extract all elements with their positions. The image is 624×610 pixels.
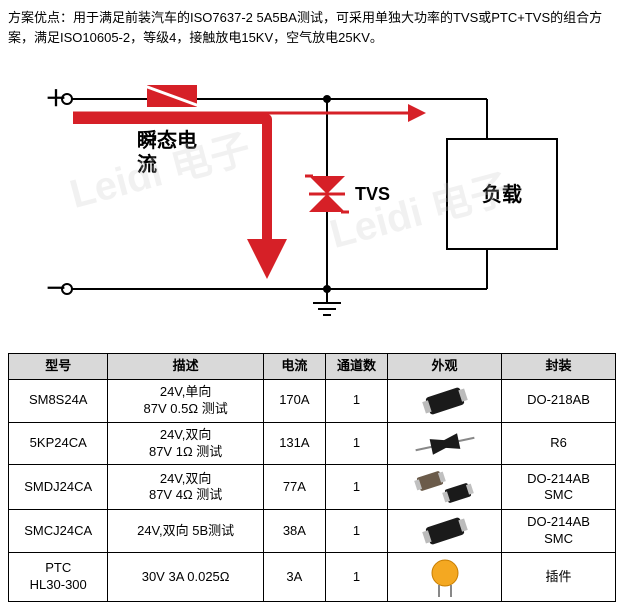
table-header: 型号描述电流通道数外观封装 [9,354,616,380]
header-text: 方案优点：用于满足前装汽车的ISO7637-2 5A5BA测试，可采用单独大功率… [8,8,616,47]
cell: 5KP24CA [9,422,108,465]
table-body: SM8S24A24V,单向87V 0.5Ω 测试170A1DO-218AB5KP… [9,379,616,601]
cell [388,510,502,553]
circuit-diagram: Leidi 电子 Leidi 电子 ＋－TVS负载瞬态电流 [27,59,597,339]
circuit-svg: ＋ － TVS 负载 瞬态电流 [27,59,597,339]
cell: 24V,双向87V 4Ω 测试 [108,465,263,510]
cell: DO-218AB [502,379,616,422]
svg-text:TVS: TVS [355,184,390,204]
cell: 1 [325,510,387,553]
svg-text:瞬态电: 瞬态电 [137,128,197,152]
cell: DO-214ABSMC [502,465,616,510]
cell: SMCJ24CA [9,510,108,553]
col-header: 通道数 [325,354,387,380]
cell: R6 [502,422,616,465]
cell: 30V 3A 0.025Ω [108,553,263,602]
col-header: 描述 [108,354,263,380]
cell: 170A [263,379,325,422]
table-row: 5KP24CA24V,双向87V 1Ω 测试131A1 R6 [9,422,616,465]
cell: DO-214ABSMC [502,510,616,553]
col-header: 型号 [9,354,108,380]
table-row: SM8S24A24V,单向87V 0.5Ω 测试170A1 DO-218AB [9,379,616,422]
parts-table: 型号描述电流通道数外观封装 SM8S24A24V,单向87V 0.5Ω 测试17… [8,353,616,602]
cell: SM8S24A [9,379,108,422]
cell: 插件 [502,553,616,602]
table-row: PTCHL30-30030V 3A 0.025Ω3A1 插件 [9,553,616,602]
cell: 3A [263,553,325,602]
table-row: SMCJ24CA24V,双向 5B测试38A1 DO-214ABSMC [9,510,616,553]
svg-text:负载: 负载 [482,182,522,206]
svg-text:流: 流 [137,152,157,176]
cell: 38A [263,510,325,553]
cell [388,465,502,510]
table-row: SMDJ24CA24V,双向87V 4Ω 测试77A1 DO-214ABSMC [9,465,616,510]
cell: 131A [263,422,325,465]
cell: 24V,双向87V 1Ω 测试 [108,422,263,465]
cell [388,379,502,422]
cell: 1 [325,379,387,422]
cell: PTCHL30-300 [9,553,108,602]
cell: 1 [325,422,387,465]
cell: 1 [325,465,387,510]
col-header: 封装 [502,354,616,380]
svg-text:＋: ＋ [45,86,67,111]
cell: 24V,单向87V 0.5Ω 测试 [108,379,263,422]
svg-text:－: － [45,276,67,301]
cell [388,422,502,465]
cell: SMDJ24CA [9,465,108,510]
cell: 77A [263,465,325,510]
cell: 24V,双向 5B测试 [108,510,263,553]
col-header: 外观 [388,354,502,380]
cell [388,553,502,602]
cell: 1 [325,553,387,602]
col-header: 电流 [263,354,325,380]
